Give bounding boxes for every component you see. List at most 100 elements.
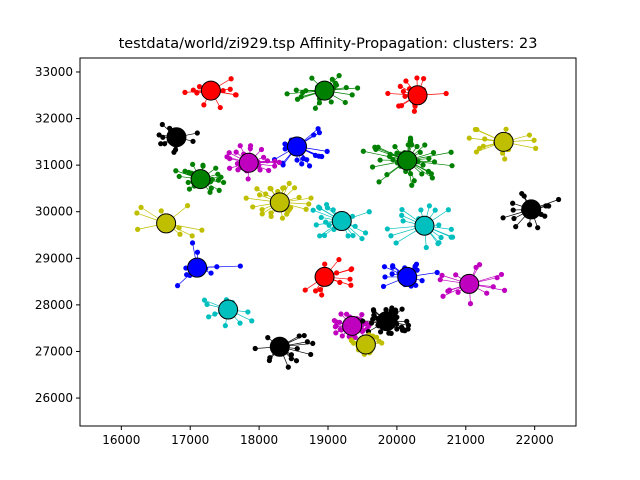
- data-point: [308, 351, 314, 358]
- data-point: [542, 213, 548, 219]
- cluster-exemplar-22: [355, 334, 376, 355]
- data-point: [422, 142, 428, 148]
- data-point: [227, 86, 233, 92]
- data-point: [342, 99, 348, 106]
- data-point: [360, 148, 366, 154]
- data-point: [214, 264, 220, 270]
- data-point: [317, 287, 323, 293]
- data-point: [397, 83, 403, 90]
- data-point: [194, 130, 200, 136]
- data-point: [233, 92, 239, 98]
- data-point: [354, 85, 361, 91]
- data-point: [300, 89, 306, 96]
- x-tick-label: 22000: [516, 433, 554, 447]
- data-point: [498, 271, 505, 278]
- data-point: [426, 203, 432, 209]
- y-tick-label: 32000: [35, 112, 73, 126]
- cluster-exemplar-7: [397, 150, 418, 171]
- data-point: [293, 358, 300, 364]
- data-point: [316, 130, 322, 136]
- y-tick-label: 30000: [35, 205, 73, 219]
- data-point: [414, 143, 420, 150]
- data-point: [258, 146, 265, 153]
- data-point: [319, 292, 325, 298]
- data-point: [196, 84, 203, 90]
- cluster-exemplars: [156, 80, 542, 357]
- data-point: [245, 309, 251, 315]
- data-point: [510, 207, 516, 213]
- data-point: [411, 108, 418, 114]
- data-point: [417, 149, 423, 155]
- data-point: [316, 100, 323, 106]
- cluster-exemplar-6: [238, 152, 259, 173]
- data-point: [282, 146, 288, 152]
- data-point: [473, 149, 479, 155]
- data-point: [272, 158, 278, 164]
- data-point: [281, 185, 287, 191]
- data-point: [352, 223, 358, 229]
- data-point: [490, 284, 496, 290]
- data-point: [389, 271, 395, 277]
- x-axis: 16000 17000 18000 19000 20000 21000 22000: [102, 426, 554, 447]
- data-point: [317, 205, 323, 211]
- data-point: [511, 215, 517, 222]
- cluster-exemplar-18: [459, 273, 480, 294]
- data-point: [224, 154, 230, 160]
- cluster-exemplar-17: [397, 266, 418, 287]
- data-point: [405, 326, 411, 332]
- data-point: [449, 163, 455, 169]
- data-point: [276, 159, 282, 165]
- data-point: [366, 209, 372, 215]
- data-point: [440, 293, 446, 299]
- data-point: [402, 93, 408, 99]
- data-point: [476, 145, 483, 151]
- data-point: [434, 269, 440, 276]
- data-point: [333, 82, 340, 88]
- data-point: [482, 136, 488, 142]
- data-point: [421, 76, 427, 82]
- data-point: [407, 171, 414, 177]
- data-point: [254, 186, 260, 192]
- data-point: [338, 311, 344, 317]
- data-point: [333, 323, 339, 329]
- data-point: [343, 84, 349, 91]
- data-point: [409, 182, 415, 188]
- data-point: [476, 262, 483, 268]
- data-point: [158, 141, 164, 147]
- x-tick-label: 18000: [240, 433, 278, 447]
- data-point: [473, 264, 479, 270]
- data-point: [439, 272, 445, 278]
- data-point: [399, 212, 405, 218]
- data-point: [176, 173, 182, 180]
- data-point: [321, 232, 328, 239]
- data-point: [467, 301, 474, 307]
- y-tick-label: 33000: [35, 65, 73, 79]
- data-point: [235, 167, 241, 173]
- data-point: [531, 137, 537, 143]
- data-point: [369, 164, 376, 170]
- data-point: [160, 134, 166, 140]
- data-point: [293, 87, 299, 93]
- data-point: [237, 263, 243, 269]
- data-point: [373, 334, 380, 340]
- data-point: [413, 282, 419, 288]
- data-point: [333, 319, 340, 325]
- data-point: [535, 225, 541, 231]
- data-point: [352, 334, 358, 340]
- data-point: [298, 94, 304, 100]
- data-point: [322, 261, 328, 267]
- data-point: [189, 240, 196, 246]
- data-point: [377, 329, 384, 335]
- data-point: [388, 330, 394, 336]
- data-point: [359, 311, 365, 318]
- data-point: [323, 219, 329, 225]
- data-point: [184, 203, 191, 209]
- data-point: [189, 233, 195, 239]
- data-point: [200, 162, 206, 168]
- data-point: [207, 189, 213, 195]
- data-point: [438, 234, 444, 241]
- data-point: [426, 155, 432, 162]
- data-point: [399, 306, 405, 312]
- data-point: [443, 90, 449, 97]
